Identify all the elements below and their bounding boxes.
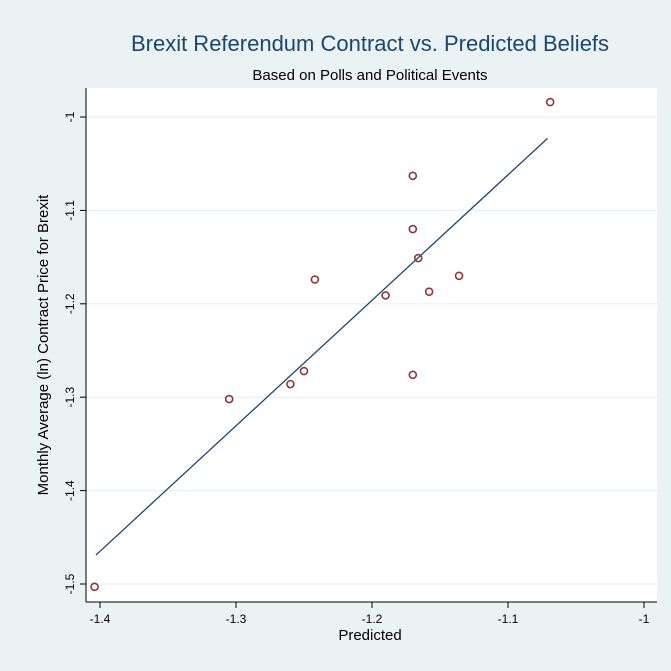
x-tick-label-2: -1.2 xyxy=(362,612,383,626)
chart-subtitle: Based on Polls and Political Events xyxy=(252,67,487,84)
grid-lines xyxy=(86,116,657,585)
x-tick-label-3: -1.1 xyxy=(498,612,519,626)
data-point-4 xyxy=(310,275,320,284)
data-point-1 xyxy=(224,394,234,404)
data-point-3 xyxy=(299,366,309,376)
data-point-8 xyxy=(408,224,418,234)
data-point-2 xyxy=(286,379,295,389)
data-point-6 xyxy=(408,370,418,380)
data-point-12 xyxy=(545,97,555,107)
x-tick-label-4: -1 xyxy=(639,612,650,626)
x-axis-label: Predicted xyxy=(338,627,401,644)
y-tick-label-5: -1 xyxy=(63,111,77,122)
data-points xyxy=(90,97,555,592)
x-axis-ticks: -1.4 -1.3 -1.2 -1.1 -1 xyxy=(90,602,650,626)
y-axis-ticks: -1.5 -1.4 -1.3 -1.2 -1.1 -1 xyxy=(63,111,86,594)
y-tick-label-3: -1.2 xyxy=(63,293,77,314)
data-point-0 xyxy=(90,582,99,592)
y-tick-label-0: -1.5 xyxy=(63,573,77,594)
fit-line xyxy=(95,138,548,556)
data-point-10 xyxy=(424,287,434,296)
data-point-7 xyxy=(408,171,418,181)
data-point-11 xyxy=(454,271,464,281)
chart-title: Brexit Referendum Contract vs. Predicted… xyxy=(131,31,609,56)
x-tick-label-0: -1.4 xyxy=(90,612,111,626)
y-tick-label-2: -1.3 xyxy=(63,387,77,408)
y-axis-label: Monthly Average (ln) Contract Price for … xyxy=(35,194,52,496)
data-point-5 xyxy=(381,291,390,300)
y-tick-label-4: -1.1 xyxy=(63,200,77,221)
plot-background xyxy=(86,88,657,602)
y-tick-label-1: -1.4 xyxy=(63,480,77,501)
fit-line-group xyxy=(95,138,548,556)
x-tick-label-1: -1.3 xyxy=(226,612,247,626)
data-point-9 xyxy=(413,253,423,263)
